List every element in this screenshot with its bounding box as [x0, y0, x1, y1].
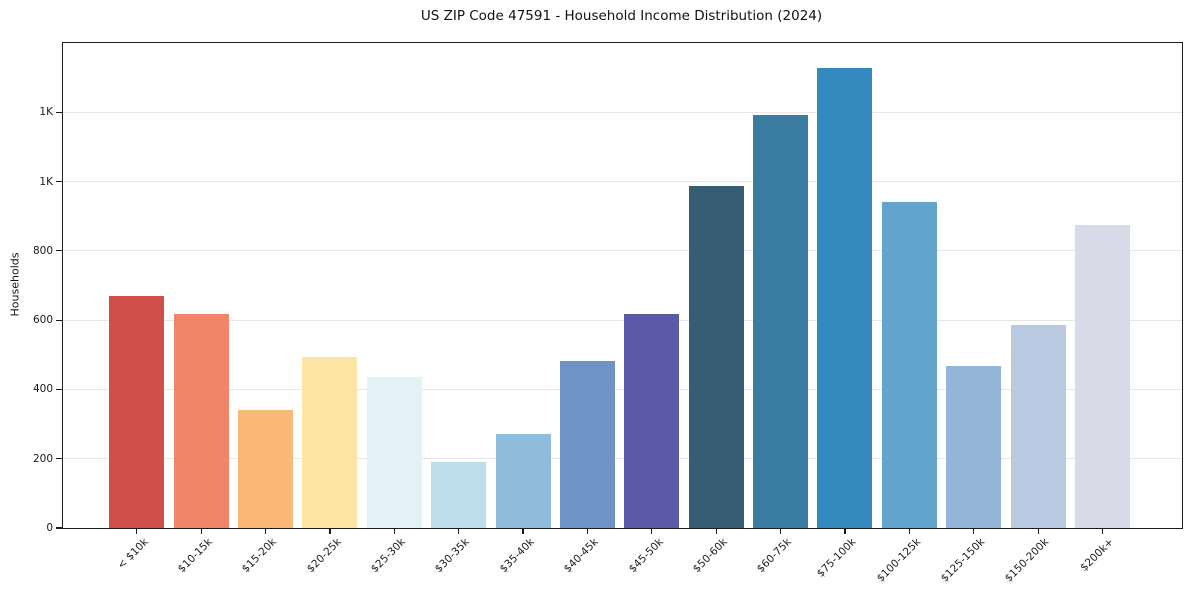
- gridline: [63, 250, 1182, 252]
- bar: [173, 313, 229, 528]
- y-axis-label: Households: [8, 252, 22, 317]
- bar: [559, 361, 615, 528]
- y-tick-label: 200: [32, 452, 53, 465]
- gridline: [63, 111, 1182, 113]
- x-tick-mark: [651, 528, 653, 534]
- bar: [753, 115, 809, 528]
- y-tick-mark: [56, 458, 62, 460]
- bar: [302, 357, 358, 528]
- gridline: [63, 458, 1182, 460]
- x-tick-mark: [458, 528, 460, 534]
- x-tick-label: $60-75k: [754, 536, 795, 576]
- bar: [495, 433, 551, 528]
- y-tick-label: 1K: [39, 175, 53, 188]
- x-tick-mark: [1037, 528, 1039, 534]
- x-tick-mark: [908, 528, 910, 534]
- x-tick-label: $25-30k: [368, 536, 408, 576]
- bar: [946, 366, 1002, 528]
- x-tick-mark: [1101, 528, 1104, 534]
- bar: [109, 295, 165, 528]
- x-tick-mark: [136, 528, 138, 534]
- bar: [366, 376, 422, 528]
- bar: [624, 313, 680, 528]
- bar: [1075, 224, 1130, 528]
- y-tick-label: 0: [46, 522, 53, 534]
- x-tick-label: < $10k: [114, 536, 151, 572]
- bar: [881, 202, 937, 528]
- x-tick-mark: [264, 528, 267, 534]
- plot-area: 0 200 400 600 800 1K 1K < $10k $10-15k $15-20k $20…: [33, 42, 1183, 585]
- y-tick-mark: [56, 250, 62, 252]
- x-tick-label: $30-35k: [433, 536, 473, 576]
- bar: [431, 462, 487, 528]
- x-tick-label: $200k+: [1078, 536, 1116, 574]
- chart-title: US ZIP Code 47591 - Household Income Dis…: [420, 8, 823, 24]
- y-tick-mark: [56, 319, 62, 321]
- x-tick-label: $100-125k: [874, 536, 923, 585]
- bar: [817, 67, 873, 528]
- y-tick-label: 800: [32, 244, 53, 257]
- x-tick-mark: [393, 528, 395, 534]
- y-tick-label: 1K: [39, 106, 53, 119]
- x-tick-label: $45-50k: [626, 536, 666, 576]
- y-tick-mark: [56, 111, 62, 113]
- y-tick-mark: [56, 527, 62, 529]
- x-tick-label: $50-60k: [690, 536, 730, 576]
- x-tick-label: $150-200k: [1003, 536, 1052, 585]
- x-tick-label: $10-15k: [175, 536, 215, 576]
- gridline: [63, 319, 1182, 321]
- y-tick-label: 400: [32, 383, 53, 396]
- bar: [1010, 325, 1066, 528]
- x-tick-label: $75-100k: [814, 536, 859, 580]
- x-tick-mark: [586, 528, 589, 534]
- x-tick-label: $15-20k: [239, 536, 280, 576]
- x-tick-label: $20-25k: [304, 536, 344, 576]
- y-tick-mark: [56, 388, 62, 391]
- x-tick-mark: [715, 528, 717, 534]
- y-tick-label: 600: [32, 314, 53, 327]
- gridline: [63, 181, 1182, 183]
- gridline: [63, 388, 1182, 390]
- x-tick-label: $35-40k: [497, 536, 537, 576]
- x-tick-mark: [844, 528, 846, 534]
- bar: [238, 410, 294, 528]
- x-tick-label: $125-150k: [938, 536, 988, 585]
- x-tick-label: $40-45k: [561, 536, 601, 576]
- bar: [688, 186, 744, 528]
- x-tick-mark: [329, 528, 331, 534]
- y-tick-mark: [56, 180, 62, 183]
- x-tick-mark: [973, 528, 975, 534]
- x-tick-mark: [522, 528, 524, 534]
- x-tick-mark: [200, 528, 202, 534]
- x-tick-mark: [780, 528, 782, 534]
